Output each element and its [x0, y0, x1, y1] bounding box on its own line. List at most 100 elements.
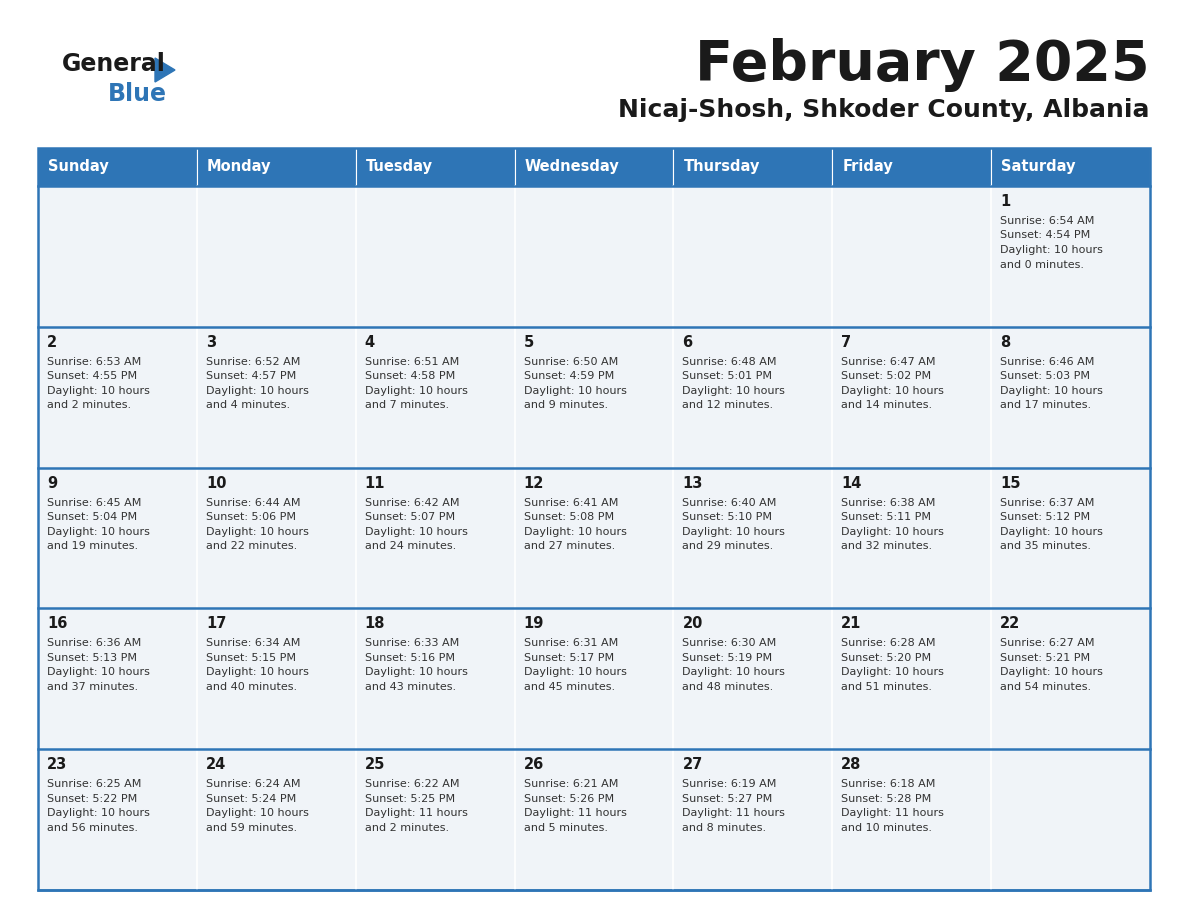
- Bar: [674, 186, 833, 327]
- Text: Daylight: 10 hours: Daylight: 10 hours: [365, 527, 468, 537]
- Text: and 8 minutes.: and 8 minutes.: [682, 823, 766, 833]
- Text: 11: 11: [365, 476, 385, 490]
- Bar: [355, 327, 514, 467]
- Text: 9: 9: [48, 476, 57, 490]
- Text: Sunrise: 6:27 AM: Sunrise: 6:27 AM: [1000, 638, 1094, 648]
- Bar: [991, 749, 1150, 890]
- Bar: [514, 148, 674, 186]
- Text: Daylight: 10 hours: Daylight: 10 hours: [48, 667, 150, 677]
- Bar: [197, 609, 355, 749]
- Bar: [514, 609, 674, 749]
- Text: 25: 25: [365, 757, 385, 772]
- Text: Sunrise: 6:51 AM: Sunrise: 6:51 AM: [365, 357, 459, 367]
- Text: and 32 minutes.: and 32 minutes.: [841, 541, 933, 551]
- Text: Sunset: 5:02 PM: Sunset: 5:02 PM: [841, 371, 931, 381]
- Text: Sunrise: 6:24 AM: Sunrise: 6:24 AM: [206, 779, 301, 789]
- Bar: [355, 749, 514, 890]
- Text: Daylight: 10 hours: Daylight: 10 hours: [48, 808, 150, 818]
- Text: Sunrise: 6:41 AM: Sunrise: 6:41 AM: [524, 498, 618, 508]
- Text: Sunrise: 6:52 AM: Sunrise: 6:52 AM: [206, 357, 301, 367]
- Text: and 27 minutes.: and 27 minutes.: [524, 541, 615, 551]
- Text: and 4 minutes.: and 4 minutes.: [206, 400, 290, 410]
- Text: Sunset: 5:07 PM: Sunset: 5:07 PM: [365, 512, 455, 522]
- Text: 12: 12: [524, 476, 544, 490]
- Text: Daylight: 10 hours: Daylight: 10 hours: [841, 527, 944, 537]
- Polygon shape: [154, 58, 175, 82]
- Text: Daylight: 11 hours: Daylight: 11 hours: [365, 808, 468, 818]
- Bar: [833, 186, 991, 327]
- Bar: [833, 749, 991, 890]
- Text: and 5 minutes.: and 5 minutes.: [524, 823, 607, 833]
- Text: Sunrise: 6:40 AM: Sunrise: 6:40 AM: [682, 498, 777, 508]
- Bar: [991, 148, 1150, 186]
- Text: and 45 minutes.: and 45 minutes.: [524, 682, 614, 692]
- Text: Blue: Blue: [108, 82, 168, 106]
- Text: Daylight: 10 hours: Daylight: 10 hours: [206, 808, 309, 818]
- Text: Sunset: 5:10 PM: Sunset: 5:10 PM: [682, 512, 772, 522]
- Text: Sunrise: 6:46 AM: Sunrise: 6:46 AM: [1000, 357, 1094, 367]
- Text: and 51 minutes.: and 51 minutes.: [841, 682, 933, 692]
- Text: and 24 minutes.: and 24 minutes.: [365, 541, 456, 551]
- Bar: [674, 327, 833, 467]
- Text: Sunrise: 6:45 AM: Sunrise: 6:45 AM: [48, 498, 141, 508]
- Text: Daylight: 10 hours: Daylight: 10 hours: [682, 386, 785, 396]
- Text: Nicaj-Shosh, Shkoder County, Albania: Nicaj-Shosh, Shkoder County, Albania: [619, 98, 1150, 122]
- Text: and 37 minutes.: and 37 minutes.: [48, 682, 138, 692]
- Text: Sunset: 5:01 PM: Sunset: 5:01 PM: [682, 371, 772, 381]
- Bar: [674, 467, 833, 609]
- Text: Daylight: 10 hours: Daylight: 10 hours: [524, 667, 626, 677]
- Text: and 2 minutes.: and 2 minutes.: [48, 400, 131, 410]
- Text: and 29 minutes.: and 29 minutes.: [682, 541, 773, 551]
- Text: Sunrise: 6:31 AM: Sunrise: 6:31 AM: [524, 638, 618, 648]
- Text: Sunset: 5:03 PM: Sunset: 5:03 PM: [1000, 371, 1091, 381]
- Text: Sunset: 5:20 PM: Sunset: 5:20 PM: [841, 653, 931, 663]
- Text: 18: 18: [365, 616, 385, 632]
- Text: Sunset: 5:17 PM: Sunset: 5:17 PM: [524, 653, 614, 663]
- Bar: [355, 609, 514, 749]
- Text: Sunset: 5:27 PM: Sunset: 5:27 PM: [682, 794, 772, 803]
- Text: and 35 minutes.: and 35 minutes.: [1000, 541, 1091, 551]
- Text: Daylight: 10 hours: Daylight: 10 hours: [1000, 667, 1102, 677]
- Text: Sunset: 5:19 PM: Sunset: 5:19 PM: [682, 653, 772, 663]
- Text: Sunrise: 6:38 AM: Sunrise: 6:38 AM: [841, 498, 936, 508]
- Text: and 17 minutes.: and 17 minutes.: [1000, 400, 1092, 410]
- Text: and 48 minutes.: and 48 minutes.: [682, 682, 773, 692]
- Text: and 56 minutes.: and 56 minutes.: [48, 823, 138, 833]
- Text: Daylight: 10 hours: Daylight: 10 hours: [206, 527, 309, 537]
- Text: Sunday: Sunday: [48, 160, 109, 174]
- Bar: [38, 327, 197, 467]
- Text: Tuesday: Tuesday: [366, 160, 432, 174]
- Bar: [197, 186, 355, 327]
- Text: and 12 minutes.: and 12 minutes.: [682, 400, 773, 410]
- Text: February 2025: February 2025: [695, 38, 1150, 92]
- Text: Daylight: 10 hours: Daylight: 10 hours: [48, 527, 150, 537]
- Text: Sunset: 5:13 PM: Sunset: 5:13 PM: [48, 653, 137, 663]
- Text: and 7 minutes.: and 7 minutes.: [365, 400, 449, 410]
- Text: General: General: [62, 52, 166, 76]
- Text: Daylight: 10 hours: Daylight: 10 hours: [206, 386, 309, 396]
- Text: Daylight: 11 hours: Daylight: 11 hours: [524, 808, 626, 818]
- Text: 19: 19: [524, 616, 544, 632]
- Text: Sunset: 5:24 PM: Sunset: 5:24 PM: [206, 794, 296, 803]
- Text: and 43 minutes.: and 43 minutes.: [365, 682, 456, 692]
- Text: 28: 28: [841, 757, 861, 772]
- Text: 26: 26: [524, 757, 544, 772]
- Text: Daylight: 11 hours: Daylight: 11 hours: [682, 808, 785, 818]
- Text: Wednesday: Wednesday: [525, 160, 619, 174]
- Text: 16: 16: [48, 616, 68, 632]
- Text: Sunrise: 6:33 AM: Sunrise: 6:33 AM: [365, 638, 459, 648]
- Bar: [991, 327, 1150, 467]
- Text: and 40 minutes.: and 40 minutes.: [206, 682, 297, 692]
- Text: and 10 minutes.: and 10 minutes.: [841, 823, 933, 833]
- Text: 3: 3: [206, 335, 216, 350]
- Text: 5: 5: [524, 335, 533, 350]
- Text: 2: 2: [48, 335, 57, 350]
- Text: Sunrise: 6:34 AM: Sunrise: 6:34 AM: [206, 638, 301, 648]
- Bar: [355, 186, 514, 327]
- Text: and 14 minutes.: and 14 minutes.: [841, 400, 933, 410]
- Text: Sunset: 5:21 PM: Sunset: 5:21 PM: [1000, 653, 1091, 663]
- Bar: [38, 609, 197, 749]
- Bar: [514, 467, 674, 609]
- Text: Sunset: 5:12 PM: Sunset: 5:12 PM: [1000, 512, 1091, 522]
- Text: Daylight: 10 hours: Daylight: 10 hours: [365, 386, 468, 396]
